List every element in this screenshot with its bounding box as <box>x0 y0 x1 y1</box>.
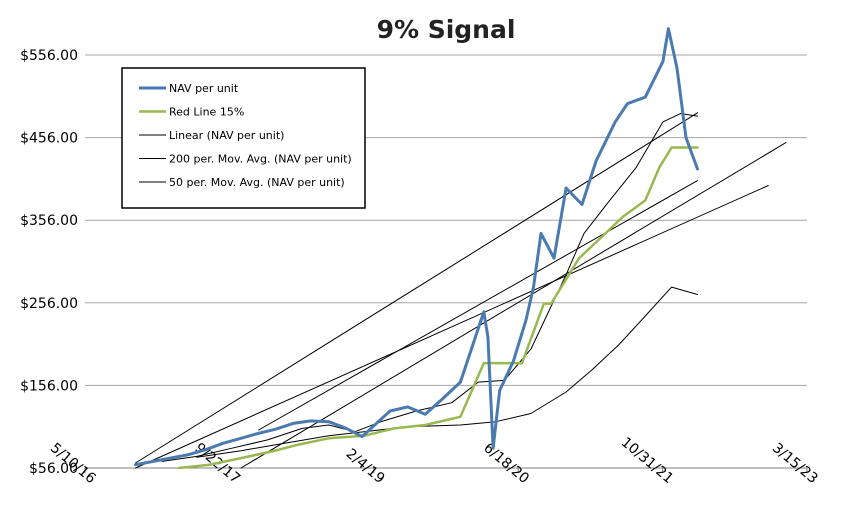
x-tick-label: 2/4/19 <box>343 446 388 487</box>
legend-label: Linear (NAV per unit) <box>169 129 284 142</box>
series-lines <box>134 27 699 470</box>
y-tick-label: $356.00 <box>20 213 78 229</box>
series-red-line-15 <box>177 146 699 470</box>
y-tick-label: $56.00 <box>29 461 78 477</box>
y-tick-label: $156.00 <box>20 378 78 394</box>
legend-label: 50 per. Mov. Avg. (NAV per unit) <box>169 176 345 189</box>
trendline <box>135 185 769 469</box>
trendline <box>258 180 698 431</box>
y-tick-label: $556.00 <box>20 48 78 64</box>
x-axis <box>84 467 808 473</box>
y-axis-tick-labels: $56.00 $156.00 $256.00 $356.00 $456.00 $556.0… <box>20 48 78 477</box>
legend-label: 200 per. Mov. Avg. (NAV per unit) <box>169 153 352 166</box>
series-nav-per-unit <box>134 27 699 467</box>
y-tick-label: $456.00 <box>20 131 78 147</box>
series-200-mov-avg <box>196 286 698 458</box>
x-tick-label: 3/15/23 <box>769 440 821 487</box>
legend-label: NAV per unit <box>169 82 239 95</box>
series-50-mov-avg <box>161 113 698 462</box>
x-tick-label: 10/31/21 <box>618 434 676 487</box>
legend-label: Red Line 15% <box>169 106 244 119</box>
trendline <box>240 142 787 469</box>
y-tick-label: $256.00 <box>20 296 78 312</box>
legend: NAV per unit Red Line 15% Linear (NAV per … <box>121 67 366 209</box>
x-tick-label: 6/18/20 <box>480 440 532 487</box>
trendlines <box>135 142 787 469</box>
chart-title: 9% Signal <box>377 15 516 44</box>
series-linear-trend <box>135 112 698 464</box>
legend-box <box>121 67 366 209</box>
